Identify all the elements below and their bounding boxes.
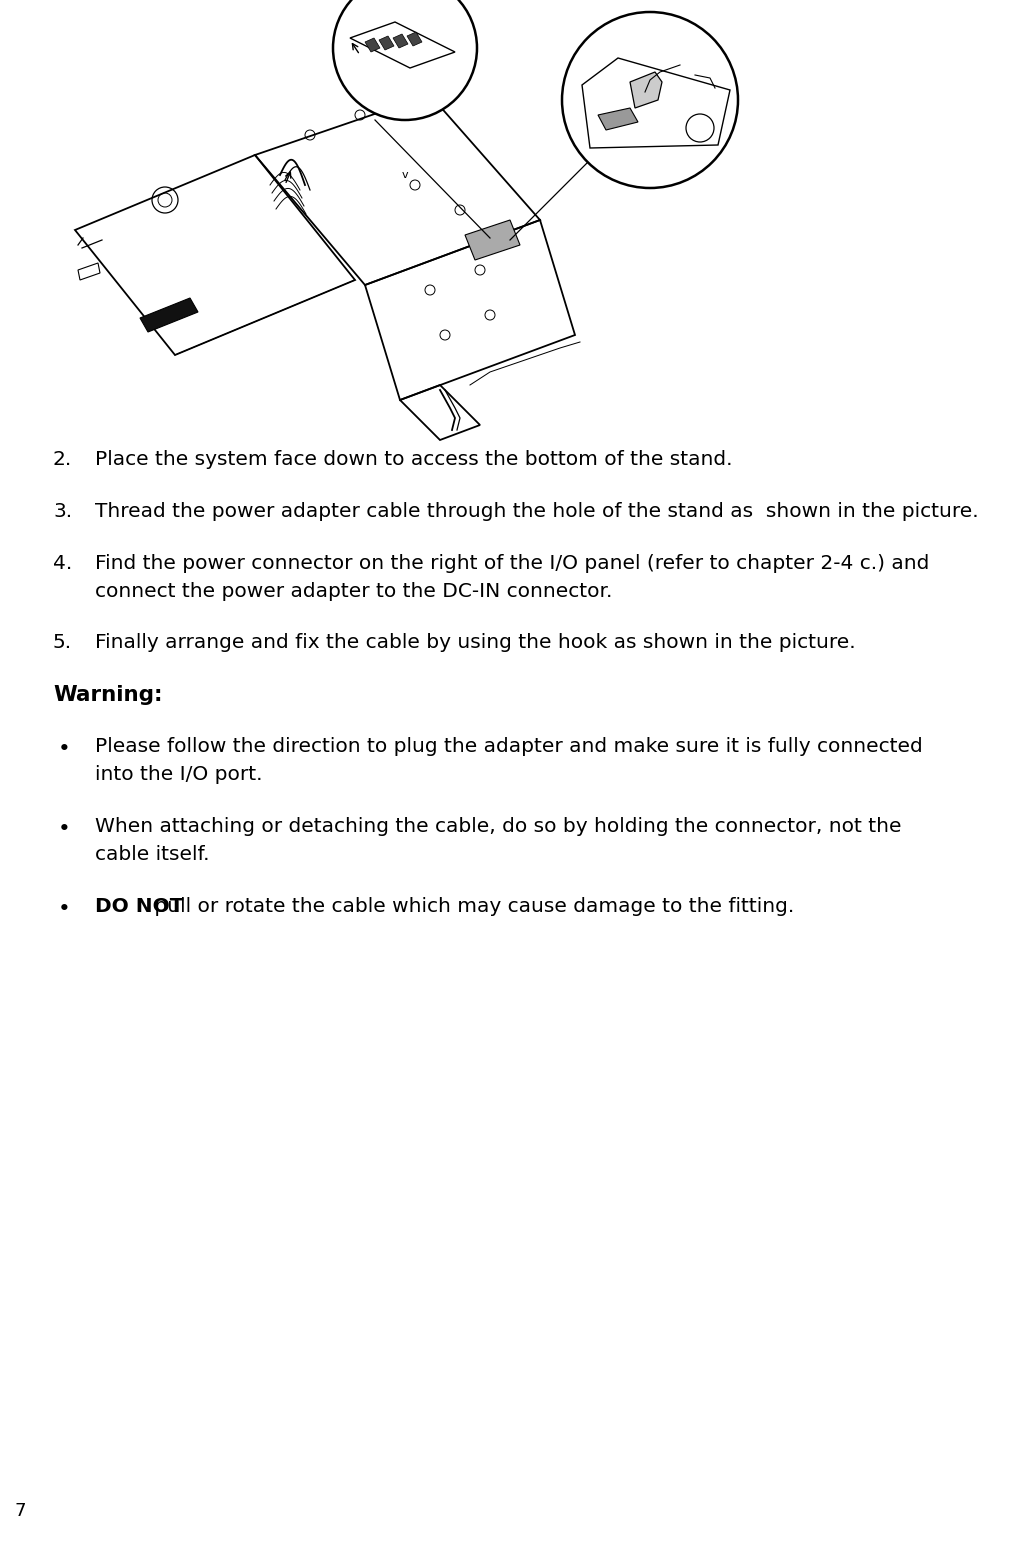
Text: DO NOT: DO NOT (95, 896, 183, 915)
Text: 5.: 5. (53, 633, 72, 653)
Text: Thread the power adapter cable through the hole of the stand as  shown in the pi: Thread the power adapter cable through t… (95, 501, 979, 522)
Text: 2.: 2. (53, 451, 73, 469)
Text: Place the system face down to access the bottom of the stand.: Place the system face down to access the… (95, 451, 732, 469)
Circle shape (562, 12, 738, 188)
Text: •: • (58, 739, 71, 759)
Text: Please follow the direction to plug the adapter and make sure it is fully connec: Please follow the direction to plug the … (95, 738, 923, 756)
Text: Finally arrange and fix the cable by using the hook as shown in the picture.: Finally arrange and fix the cable by usi… (95, 633, 856, 653)
Text: into the I/O port.: into the I/O port. (95, 765, 262, 784)
Polygon shape (465, 221, 520, 261)
Text: cable itself.: cable itself. (95, 846, 210, 864)
Text: connect the power adapter to the DC-IN connector.: connect the power adapter to the DC-IN c… (95, 582, 612, 600)
Polygon shape (140, 298, 198, 332)
Text: 3.: 3. (53, 501, 72, 522)
Text: •: • (58, 898, 71, 918)
Text: 7: 7 (15, 1501, 27, 1520)
Text: pull or rotate the cable which may cause damage to the fitting.: pull or rotate the cable which may cause… (147, 896, 794, 915)
Text: When attaching or detaching the cable, do so by holding the connector, not the: When attaching or detaching the cable, d… (95, 816, 901, 836)
Text: Warning:: Warning: (53, 685, 163, 705)
Text: •: • (58, 819, 71, 839)
Text: 4.: 4. (53, 554, 73, 572)
Polygon shape (630, 73, 662, 108)
Text: v: v (401, 170, 409, 181)
Circle shape (333, 0, 477, 120)
Polygon shape (393, 34, 408, 48)
Polygon shape (365, 39, 380, 52)
Polygon shape (407, 32, 422, 46)
Text: Find the power connector on the right of the I/O panel (refer to chapter 2-4 c.): Find the power connector on the right of… (95, 554, 930, 572)
Polygon shape (379, 35, 394, 49)
Polygon shape (598, 108, 638, 130)
